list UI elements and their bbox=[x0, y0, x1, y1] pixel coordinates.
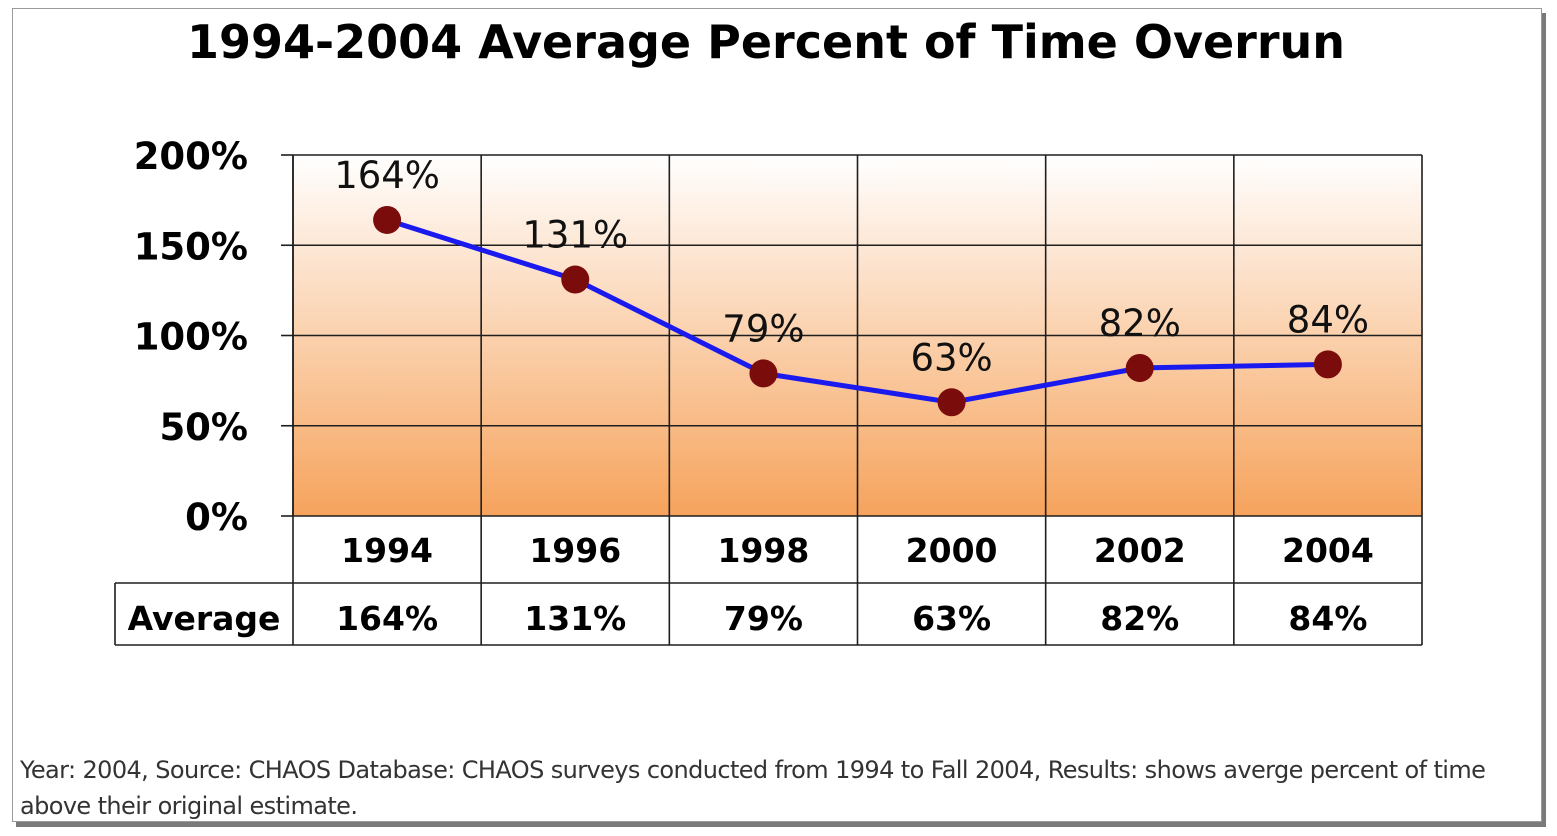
x-tick-label: 2002 bbox=[1094, 531, 1186, 570]
data-label: 164% bbox=[334, 154, 440, 197]
table-cell: 79% bbox=[724, 599, 803, 638]
x-tick-label: 1996 bbox=[529, 531, 621, 570]
chart-title: 1994-2004 Average Percent of Time Overru… bbox=[187, 15, 1345, 69]
y-tick-label: 150% bbox=[134, 225, 248, 268]
data-label: 63% bbox=[910, 336, 992, 379]
x-tick-label: 2000 bbox=[906, 531, 998, 570]
data-point bbox=[561, 265, 590, 294]
table-cell: 164% bbox=[336, 599, 438, 638]
y-axis: 0% 50% 100% 150% 200% bbox=[134, 135, 294, 539]
data-point bbox=[373, 205, 402, 234]
y-tick-label: 200% bbox=[134, 135, 248, 178]
data-point bbox=[749, 359, 778, 388]
table-cell: 63% bbox=[912, 599, 991, 638]
data-label: 82% bbox=[1099, 302, 1181, 345]
data-point bbox=[937, 388, 966, 417]
data-label: 84% bbox=[1287, 298, 1369, 341]
x-tick-label: 1998 bbox=[717, 531, 809, 570]
x-tick-label: 1994 bbox=[341, 531, 433, 570]
table-cell: 131% bbox=[524, 599, 626, 638]
y-tick-label: 100% bbox=[134, 316, 248, 359]
series-line bbox=[386, 217, 1328, 405]
table-row-label: Average bbox=[128, 599, 281, 638]
data-table: 1994 1996 1998 2000 2002 2004 Average 164% 131% 7… bbox=[114, 531, 1422, 646]
data-point bbox=[1125, 353, 1154, 382]
table-cell: 82% bbox=[1100, 599, 1179, 638]
x-tick-label: 2004 bbox=[1282, 531, 1374, 570]
data-point bbox=[1313, 350, 1342, 379]
data-label: 79% bbox=[722, 307, 804, 350]
source-caption: Year: 2004, Source: CHAOS Database: CHAO… bbox=[20, 756, 1486, 820]
y-tick-label: 50% bbox=[159, 406, 248, 449]
table-cell: 84% bbox=[1288, 599, 1367, 638]
data-label: 131% bbox=[522, 214, 628, 257]
y-tick-label: 0% bbox=[185, 496, 248, 539]
series-average: 164% 131% 79% 63% 82% 84% bbox=[334, 154, 1369, 417]
